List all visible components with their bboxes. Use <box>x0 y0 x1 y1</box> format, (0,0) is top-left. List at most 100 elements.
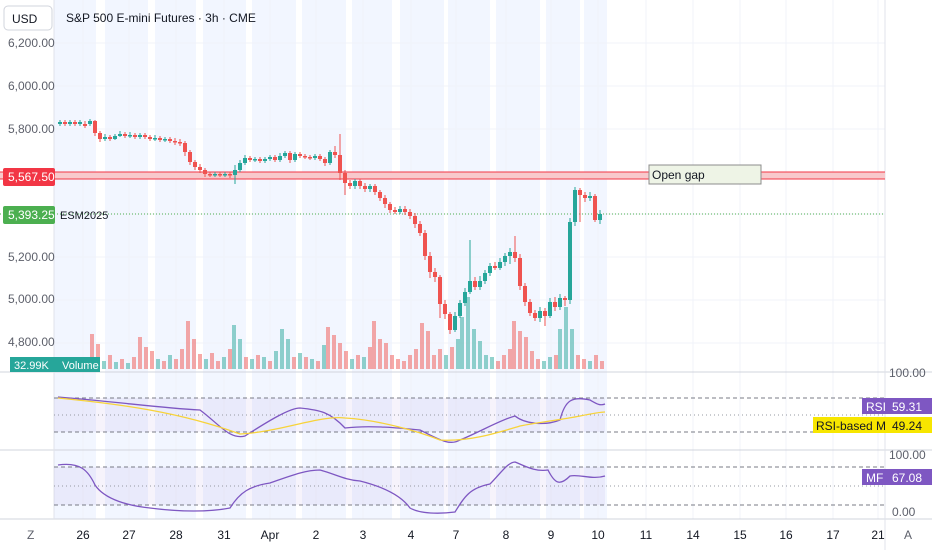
volume-bar <box>298 353 302 369</box>
volume-bar <box>518 331 522 369</box>
volume-bar <box>432 355 436 369</box>
session-band <box>584 0 607 519</box>
candle-body <box>358 181 362 186</box>
volume-bar <box>570 329 574 369</box>
candle-body <box>343 173 347 183</box>
volume-bar <box>420 323 424 369</box>
candle-body <box>553 302 557 307</box>
open-gap-box[interactable] <box>648 164 762 185</box>
candle-body <box>98 133 102 139</box>
time-axis[interactable]: 26 27 28 31 Apr 2 3 4 7 8 9 10 11 14 15 16 17 21 <box>76 528 885 542</box>
rsi-scale-top: 100.00 <box>889 366 926 380</box>
candle-body <box>433 272 437 277</box>
zoom-corner-button[interactable]: Z <box>27 528 34 542</box>
volume-bar <box>216 361 220 369</box>
candle-body <box>223 174 227 176</box>
volume-bar <box>414 349 418 369</box>
rsi-value-tag <box>885 398 932 414</box>
rsi-value: 59.31 <box>892 400 922 414</box>
chart-title[interactable]: S&P 500 E-mini Futures · 3h · CME <box>66 11 256 25</box>
candle-body <box>528 302 532 313</box>
candle-body <box>263 159 267 161</box>
candle-body <box>108 137 112 139</box>
date-tick: 16 <box>779 528 793 542</box>
volume-bar <box>332 335 336 369</box>
candle-body <box>393 210 397 212</box>
volume-bar <box>378 339 382 369</box>
volume-bar <box>356 355 360 369</box>
volume-bar <box>120 359 124 369</box>
rsi-name-tag <box>862 398 885 414</box>
candle-body <box>408 212 412 216</box>
volume-bar <box>554 355 558 369</box>
candle-body <box>168 139 172 141</box>
candle-body <box>508 252 512 256</box>
candle-body <box>468 281 472 292</box>
candle-body <box>488 266 492 273</box>
volume-bar <box>322 345 326 369</box>
candle-body <box>143 135 147 137</box>
volume-bar <box>524 337 528 369</box>
volume-bar <box>204 359 208 369</box>
candle-body <box>268 157 272 159</box>
candle-body <box>598 214 602 220</box>
candle-body <box>583 195 587 198</box>
candle-body <box>458 303 462 316</box>
volume-bar <box>192 339 196 369</box>
currency-button[interactable] <box>3 5 53 31</box>
candle-body <box>288 153 292 160</box>
candle-body <box>453 316 457 330</box>
candle-body <box>173 141 177 143</box>
currency-label: USD <box>12 12 38 26</box>
candle-body <box>563 298 567 300</box>
candle-body <box>158 138 162 140</box>
candle-body <box>383 198 387 204</box>
volume-bar <box>292 357 296 369</box>
candle-body <box>233 170 237 175</box>
auto-scale-button[interactable]: A <box>904 528 912 542</box>
candle-body <box>353 181 357 186</box>
candle-body <box>283 153 287 156</box>
candle-body <box>493 266 497 268</box>
candle-body <box>303 156 307 158</box>
volume-bar <box>460 317 464 369</box>
candle-body <box>538 311 542 318</box>
candle-body <box>138 135 142 137</box>
candle-body <box>58 122 62 124</box>
candle-body <box>473 281 477 287</box>
volume-value-tag <box>10 357 58 372</box>
candle-body <box>398 209 402 212</box>
volume-value: 32.99K <box>14 360 50 372</box>
candle-body <box>513 252 517 258</box>
candle-body <box>338 155 342 173</box>
volume-bar <box>408 355 412 369</box>
volume-bar <box>222 357 226 369</box>
candle-body <box>113 136 117 139</box>
volume-bar <box>316 361 320 369</box>
volume-bar <box>536 359 540 369</box>
candle-body <box>568 222 572 300</box>
candle-body <box>118 134 122 136</box>
candle-body <box>203 170 207 174</box>
volume-bar <box>138 337 142 369</box>
volume-bar <box>576 355 580 369</box>
candle-body <box>228 174 232 176</box>
candle-body <box>163 139 167 141</box>
mf-line <box>57 461 606 514</box>
volume-bar <box>344 351 348 369</box>
candle-body <box>428 256 432 272</box>
volume-bar <box>582 359 586 369</box>
symbol-tag: ESM2025 <box>60 210 108 222</box>
date-tick: 17 <box>826 528 840 542</box>
volume-label-tag <box>58 357 100 372</box>
hline-price-tag[interactable] <box>3 168 55 186</box>
volume-bar <box>280 329 284 369</box>
volume-bar <box>502 355 506 369</box>
candle-body <box>443 304 447 314</box>
candle-body <box>123 134 127 136</box>
candle-body <box>423 233 427 256</box>
volume-bar <box>210 353 214 369</box>
mf-value-tag <box>885 469 932 485</box>
volume-bar <box>350 359 354 369</box>
